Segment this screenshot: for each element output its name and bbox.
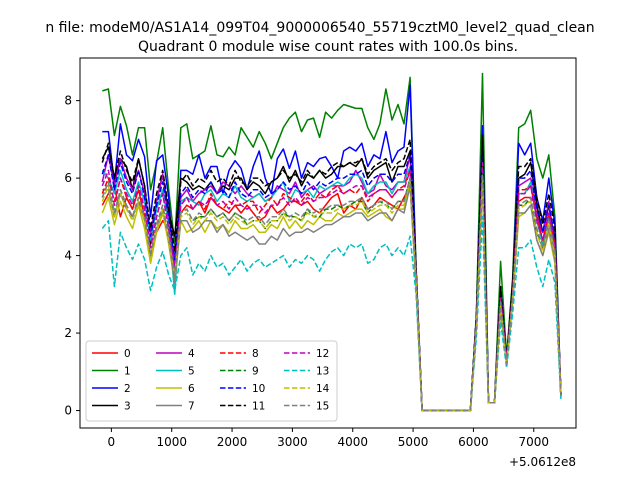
series-line-15: [101, 173, 562, 412]
legend-label-15: 15: [316, 401, 329, 413]
legend-label-12: 12: [316, 348, 329, 360]
legend-label-13: 13: [316, 366, 329, 378]
x-tick-label: 0: [108, 435, 116, 449]
x-tick-label: 2000: [217, 435, 248, 449]
series-layer: [101, 72, 562, 412]
x-tick-label: 4000: [337, 435, 368, 449]
y-tick-label: 2: [64, 326, 72, 340]
legend-label-1: 1: [124, 366, 131, 378]
legend-label-6: 6: [188, 383, 195, 395]
legend-label-4: 4: [188, 348, 195, 360]
legend-label-5: 5: [188, 366, 195, 378]
legend-label-11: 11: [252, 401, 265, 413]
x-tick-label: 5000: [398, 435, 429, 449]
x-offset-label: +5.0612e8: [509, 455, 576, 469]
legend-label-0: 0: [124, 348, 131, 360]
x-tick-label: 3000: [277, 435, 308, 449]
x-tick-label: 6000: [458, 435, 489, 449]
legend-label-3: 3: [124, 401, 131, 413]
y-axis: 0 2 4 6 8: [64, 94, 80, 418]
y-tick-label: 4: [64, 249, 72, 263]
legend-label-9: 9: [252, 366, 259, 378]
legend-label-14: 14: [316, 383, 330, 395]
legend-label-8: 8: [252, 348, 259, 360]
figure-suptitle: n file: modeM0/AS1A14_099T04_9000006540_…: [45, 20, 594, 36]
legend-label-2: 2: [124, 383, 131, 395]
plot-frame: [79, 57, 577, 429]
x-tick-label: 1000: [156, 435, 187, 449]
x-axis: 0 1000 2000 3000 4000 5000 6000 7000: [108, 428, 549, 449]
legend-label-10: 10: [252, 383, 265, 395]
y-tick-label: 8: [64, 94, 72, 108]
legend-box: [85, 340, 338, 422]
legend-label-7: 7: [188, 401, 195, 413]
x-tick-label: 7000: [518, 435, 549, 449]
y-tick-label: 6: [64, 171, 72, 185]
y-tick-label: 0: [64, 404, 72, 418]
chart-title: Quadrant 0 module wise count rates with …: [138, 39, 518, 55]
